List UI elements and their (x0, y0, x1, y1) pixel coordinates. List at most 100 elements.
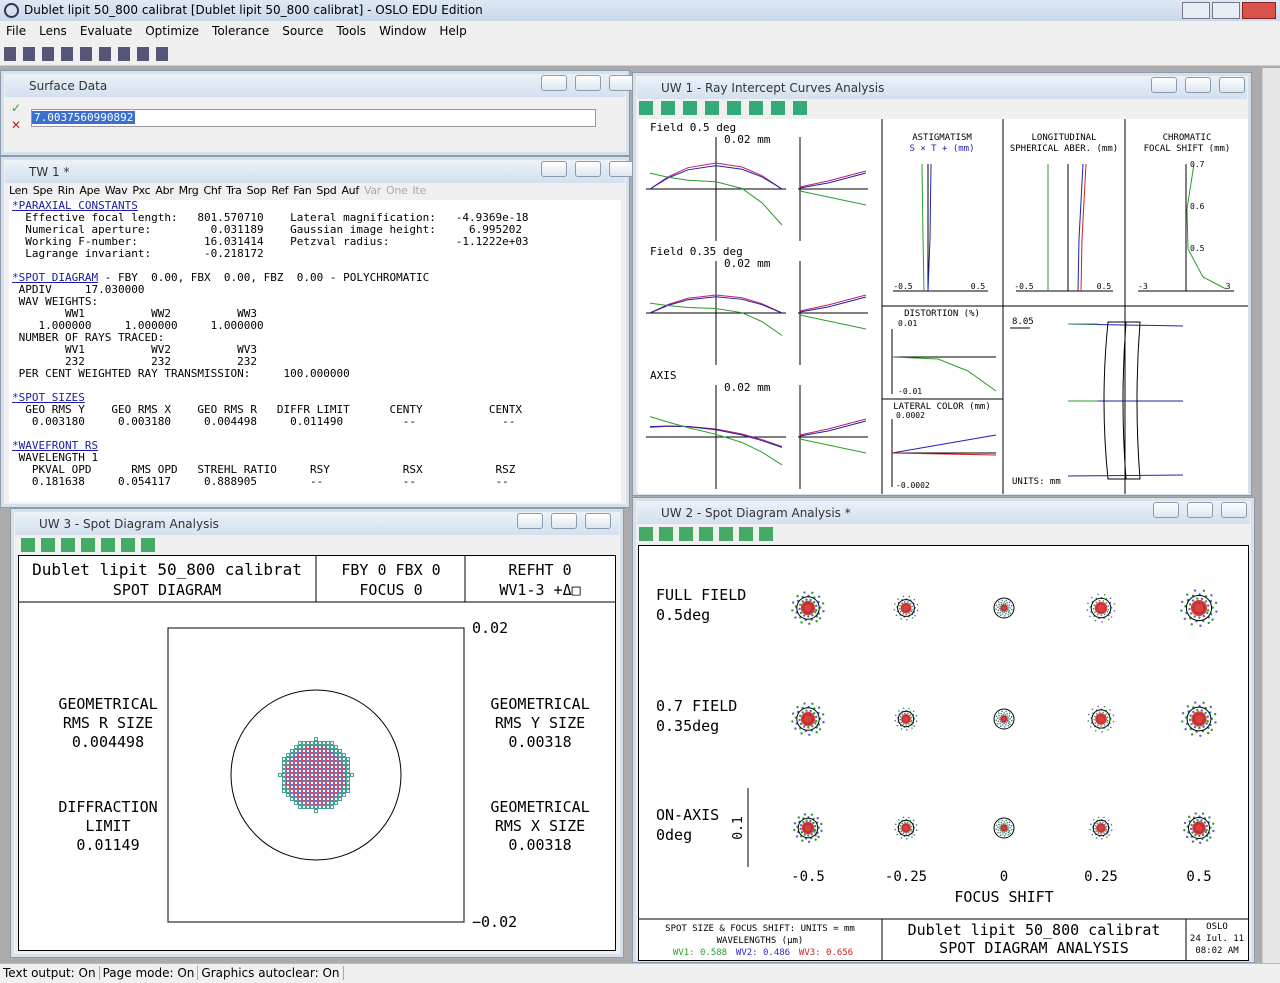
text-tool[interactable]: Ape (79, 184, 100, 197)
spot-ray (998, 603, 1000, 606)
spot-ray (1001, 819, 1004, 822)
input-field[interactable]: 7.0037560990892 (31, 109, 596, 127)
spot-ray (799, 823, 803, 827)
text-tool[interactable]: Mrg (178, 184, 199, 197)
spot-ray (1009, 723, 1011, 725)
minimize[interactable] (1151, 77, 1177, 93)
spot-ray (1181, 600, 1184, 604)
text-tool[interactable]: Tra (226, 184, 242, 197)
spot-ray (1010, 719, 1013, 722)
spot-ray (1106, 836, 1108, 838)
graphic-toolbar (639, 101, 807, 115)
menu-item[interactable]: Evaluate (79, 24, 133, 38)
spot-ray (801, 600, 804, 603)
maximize[interactable] (575, 75, 601, 91)
text-tool[interactable]: Abr (155, 184, 174, 197)
minimize[interactable] (1153, 502, 1179, 518)
spot-ray (1094, 827, 1097, 830)
spot-ray (306, 757, 310, 761)
text-tool[interactable]: Ref (271, 184, 289, 197)
text-tool[interactable]: Spe (32, 184, 53, 197)
spot-ray (302, 797, 306, 801)
spot-ray (330, 757, 334, 761)
spot-ray (306, 805, 310, 809)
spot-ray (902, 832, 905, 835)
menu-item[interactable]: File (6, 24, 27, 38)
spot-ray (791, 712, 795, 715)
spot-ray (306, 749, 310, 753)
spot-ray (334, 761, 338, 765)
minimize[interactable] (1182, 2, 1210, 19)
section: *SPOT SIZES GEO RMS Y GEO RMS X GEO RMS … (12, 392, 621, 428)
text-tool[interactable]: Pxc (132, 184, 151, 197)
spot-ray (818, 617, 822, 620)
spot-ray (1095, 837, 1098, 839)
spot-ray (1191, 840, 1195, 843)
spot-ray (338, 769, 342, 773)
close[interactable] (1242, 2, 1276, 19)
spot-ray (813, 824, 817, 828)
section-link[interactable]: *SPOT DIAGRAM (12, 271, 99, 284)
section-link[interactable]: *WAVEFRONT RS (12, 439, 99, 452)
text-tool[interactable]: Ite (412, 184, 426, 197)
maximize[interactable] (551, 513, 577, 529)
menu-item[interactable]: Optimize (145, 24, 200, 38)
spot-ray (1094, 824, 1097, 827)
menu-item[interactable]: Tools (336, 24, 367, 38)
text-tool[interactable]: Var (363, 184, 381, 197)
text-tool[interactable]: Auf (341, 184, 359, 197)
text-tool[interactable]: Sop (246, 184, 267, 197)
label: ASTIGMATISM (912, 133, 972, 143)
spot-ray (314, 789, 318, 793)
minimize[interactable] (541, 161, 567, 177)
spot-ray (999, 720, 1002, 723)
text-tool[interactable]: Rin (57, 184, 75, 197)
text-tool[interactable]: One (385, 184, 408, 197)
spot-ray (897, 710, 900, 712)
spot-ray (346, 757, 350, 761)
maximize[interactable] (1185, 77, 1211, 93)
section-link[interactable]: *PARAXIAL CONSTANTS (12, 200, 138, 212)
spot-ray (1103, 816, 1105, 819)
menu-item[interactable]: Help (439, 24, 467, 38)
text-tool[interactable]: Spd (316, 184, 337, 197)
section-link[interactable]: *SPOT SIZES (12, 391, 85, 404)
text-tool[interactable]: Len (9, 184, 28, 197)
text-line: NUMBER OF RAYS TRACED: (12, 331, 165, 344)
menu-item[interactable]: Window (379, 24, 427, 38)
maximize[interactable] (1212, 2, 1240, 19)
maximize[interactable] (575, 161, 601, 177)
spot-ray (1091, 833, 1094, 836)
minimize[interactable] (541, 75, 567, 91)
cancel[interactable]: ✕ (11, 118, 22, 132)
spot-ray (302, 757, 306, 761)
menu-item[interactable]: Tolerance (212, 24, 270, 38)
text-line: WAVELENGTH 1 (12, 451, 99, 464)
text-tool[interactable]: Fan (293, 184, 312, 197)
close[interactable] (1221, 502, 1247, 518)
spot-ray (1098, 599, 1101, 602)
title: UW 3 - Spot Diagram Analysis (39, 517, 219, 531)
maximize[interactable] (1187, 502, 1213, 518)
label: RMS R SIZE (63, 714, 153, 732)
spot-ray (1112, 714, 1115, 717)
spot-ray (314, 765, 318, 769)
spot-ray (318, 757, 322, 761)
spot-ray (1189, 612, 1193, 615)
spot-ray (904, 821, 906, 824)
menu-item[interactable]: Source (282, 24, 324, 38)
text-tool[interactable]: Chf (203, 184, 222, 197)
accept[interactable]: ✓ (11, 101, 22, 115)
curve (799, 190, 867, 206)
close[interactable] (585, 513, 611, 529)
spot-ray (894, 603, 896, 605)
spot-ray (294, 769, 298, 773)
curve (649, 172, 783, 226)
spot-ray (1000, 714, 1003, 717)
minimize[interactable] (517, 513, 543, 529)
menu-item[interactable]: Lens (39, 24, 67, 38)
text-tool[interactable]: Wav (104, 184, 128, 197)
close[interactable] (1219, 77, 1245, 93)
spot-ray (1196, 708, 1199, 712)
spot-ray (1183, 617, 1187, 621)
